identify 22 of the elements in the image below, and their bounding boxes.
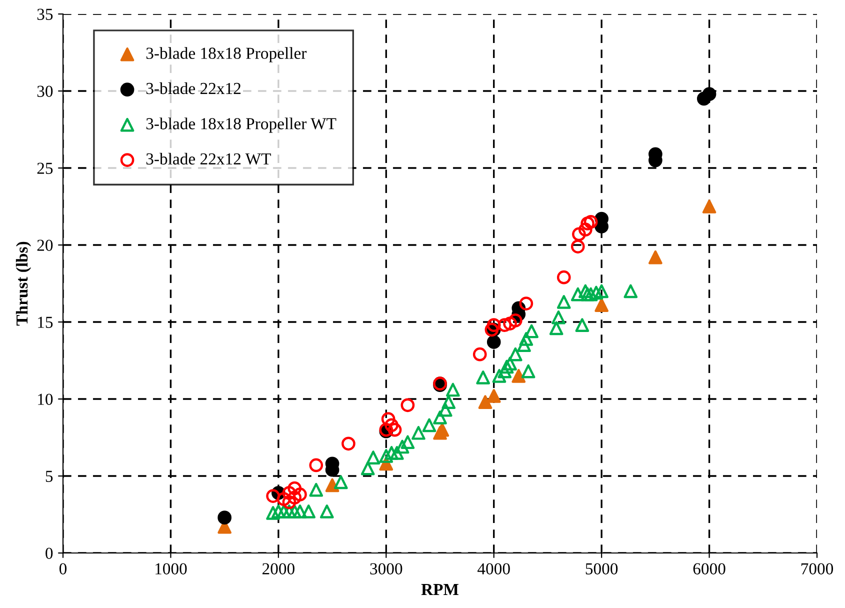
y-tick-label: 15 (38, 316, 53, 328)
x-tick-label: 0 (59, 563, 67, 574)
legend-label: 3-blade 22x12 WT (146, 152, 271, 165)
y-tick-label: 30 (37, 86, 53, 97)
legend-label: 3-blade 18x18 Propeller WT (146, 118, 336, 133)
y-tick-label: 0 (46, 548, 53, 559)
x-tick-label: 5000 (586, 563, 618, 574)
x-tick-label: 6000 (693, 563, 726, 574)
y-tick-label: 10 (38, 394, 53, 405)
legend-label: 3-blade 18x18 Propeller (146, 47, 307, 62)
x-tick-label: 7000 (801, 563, 834, 574)
y-tick-label: 20 (37, 240, 53, 251)
x-axis-title: RPM (421, 584, 458, 595)
y-tick-label: 5 (46, 470, 53, 482)
y-tick-label: 35 (37, 8, 53, 20)
x-tick-label: 3000 (370, 563, 402, 574)
y-axis-title: Thrust (lbs) (16, 242, 32, 326)
x-tick-label: 1000 (156, 563, 187, 574)
x-tick-label: 2000 (262, 563, 294, 574)
x-tick-label: 4000 (478, 563, 510, 574)
legend-label: 3-blade 22x12 (146, 82, 241, 94)
y-tick-label: 25 (37, 162, 53, 174)
